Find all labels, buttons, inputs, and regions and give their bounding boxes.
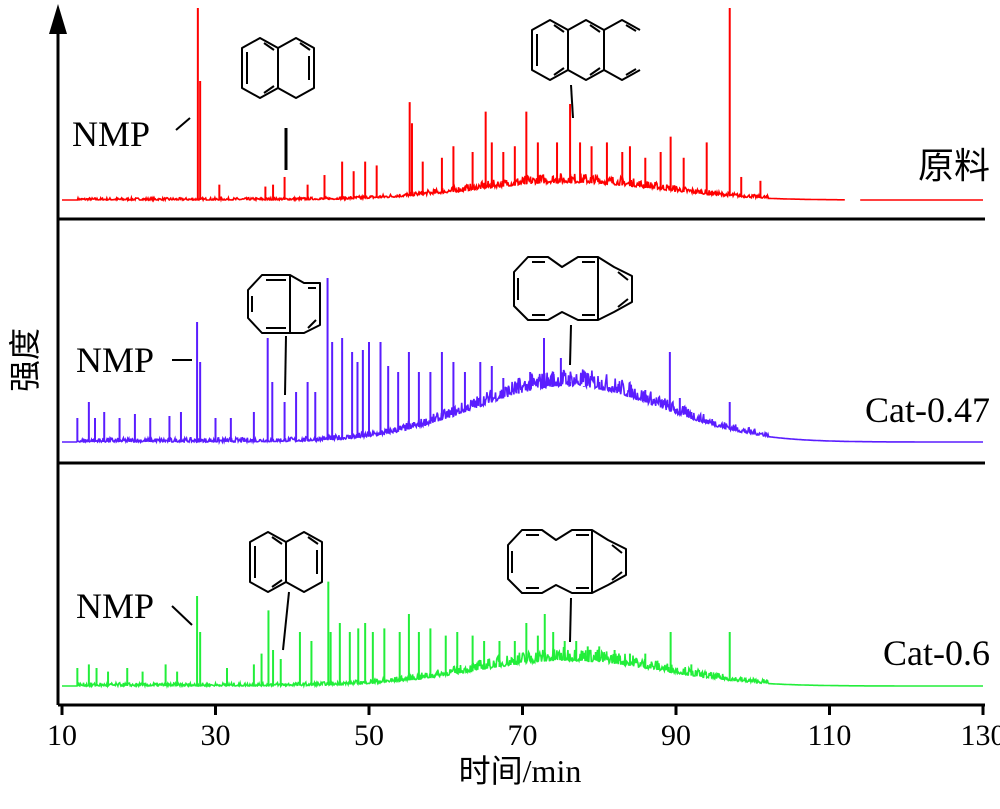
leader-line	[282, 591, 290, 651]
tricyclic-ring-structure-icon-2	[507, 529, 627, 643]
tricyclic-ring-structure-icon-1	[513, 256, 633, 366]
leader-line	[569, 597, 572, 643]
x-tick-label: 110	[808, 719, 852, 752]
traces	[62, 8, 983, 689]
nmp-leader-line	[171, 605, 193, 626]
nmp-annotation-cat-0-47: NMP	[76, 340, 192, 380]
nmp-label: NMP	[76, 586, 154, 626]
x-tick-label: 90	[661, 719, 691, 752]
nmp-annotation-raw: NMP	[72, 114, 191, 154]
x-tick-label: 30	[201, 719, 231, 752]
naphthalene-structure-icon-2	[249, 531, 323, 651]
nmp-leader-line	[175, 117, 191, 131]
series-line	[62, 646, 983, 689]
leader-line	[569, 324, 572, 366]
naphthalene-structure-icon	[241, 37, 315, 170]
x-axis-title: 时间/min	[459, 753, 582, 789]
anthracene-structure-icon	[531, 19, 641, 119]
x-tick-label: 10	[47, 719, 77, 752]
x-axis: 10 30 50 70 90 110 130	[47, 703, 1000, 752]
x-tick-label: 70	[508, 719, 538, 752]
y-axis-title: 强度	[7, 328, 43, 392]
x-tick-label: 50	[354, 719, 384, 752]
x-tick-label: 130	[961, 719, 1000, 752]
x-axis-ticks: 10 30 50 70 90 110 130	[47, 705, 1000, 752]
y-axis-arrow-icon	[49, 4, 67, 34]
y-axis	[49, 4, 67, 705]
bicyclic-ring-structure-icon-1	[247, 274, 321, 396]
nmp-label: NMP	[76, 340, 154, 380]
nmp-annotation-cat-0-6: NMP	[76, 586, 193, 626]
series-label-cat-0-6: Cat-0.6	[883, 633, 990, 673]
series-label-cat-0-47: Cat-0.47	[865, 390, 990, 430]
series-label-raw: 原料	[918, 146, 990, 186]
leader-line	[570, 84, 574, 119]
nmp-label: NMP	[72, 114, 150, 154]
leader-line	[284, 335, 287, 396]
